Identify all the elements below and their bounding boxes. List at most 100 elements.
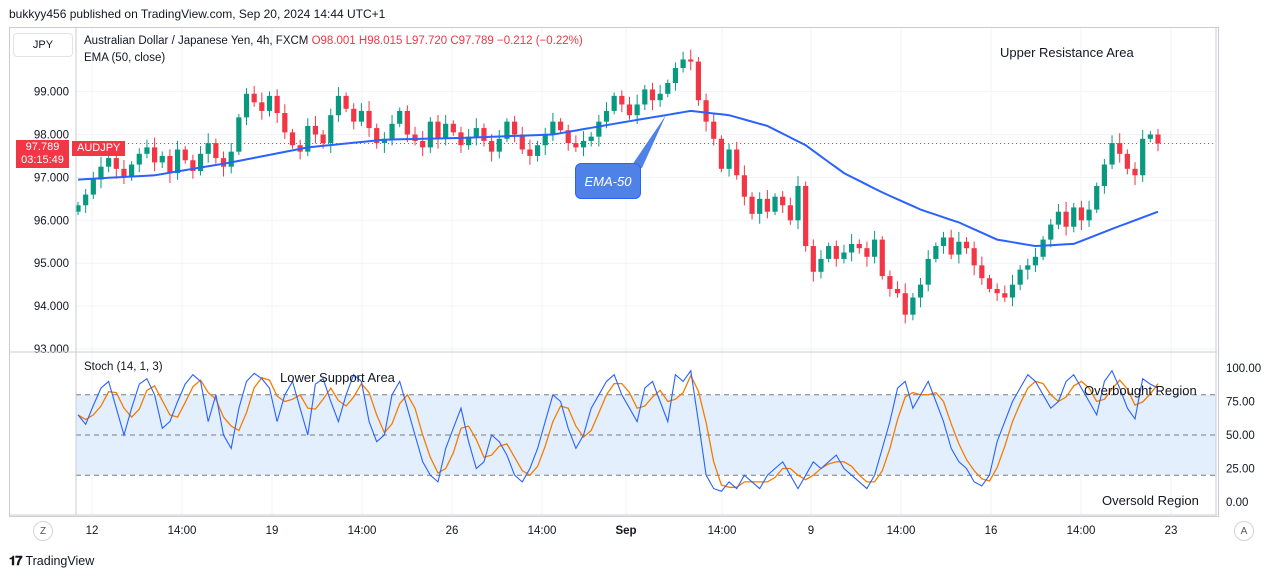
candle-body <box>933 246 939 259</box>
candle <box>894 281 901 298</box>
candle-body <box>856 243 862 249</box>
time-axis-labels: 12 14:00 19 14:00 26 14:00 Sep 14:00 9 14:00 16 14:… <box>86 525 1178 537</box>
candle-body <box>366 110 372 129</box>
currency-button[interactable]: JPY <box>13 33 73 57</box>
candle <box>519 126 525 155</box>
candle-body <box>894 288 901 294</box>
candle-body <box>381 138 387 144</box>
candle <box>1140 130 1146 182</box>
candle <box>358 103 365 127</box>
candle-body <box>580 140 587 148</box>
candle-body <box>121 168 127 178</box>
candle <box>596 114 602 147</box>
candle-body <box>565 130 571 144</box>
price-tick-label: 94.000 <box>34 301 69 313</box>
price-tick-label: 96.000 <box>34 215 69 227</box>
candle <box>121 160 127 185</box>
time-tick-label: 23 <box>1165 525 1178 537</box>
candle <box>197 146 204 176</box>
candle <box>1009 274 1016 307</box>
auto-scale-button[interactable]: A <box>1234 521 1254 541</box>
candle <box>580 131 587 157</box>
candle <box>1124 149 1130 175</box>
candle <box>1147 131 1153 143</box>
candle <box>1040 236 1046 261</box>
candle-body <box>213 143 219 159</box>
candle-body <box>144 147 150 154</box>
candle-body <box>243 93 250 118</box>
candle <box>1155 128 1161 152</box>
zoom-button[interactable]: Z <box>33 521 53 541</box>
candle-body <box>695 61 702 101</box>
candle-body <box>205 143 211 154</box>
candle-body <box>1140 138 1146 176</box>
candle <box>328 108 334 153</box>
candle-body <box>1094 185 1100 210</box>
candle <box>879 236 885 280</box>
candle <box>557 118 564 134</box>
candle <box>1086 200 1092 227</box>
candle-body <box>588 136 594 141</box>
candle <box>803 181 809 252</box>
candle-body <box>1071 207 1077 227</box>
overbought-label: Overbought Region <box>1084 383 1197 398</box>
candle-body <box>757 198 763 214</box>
candle <box>542 127 548 156</box>
candle <box>1002 285 1008 303</box>
candle-body <box>764 198 770 212</box>
candle <box>864 241 870 267</box>
candle-body <box>351 108 357 122</box>
candle <box>420 131 426 157</box>
candle <box>1109 135 1115 170</box>
candle <box>780 191 786 214</box>
candle-body <box>1032 256 1039 266</box>
tradingview-logo-icon: 𝟏𝟕 <box>9 553 23 568</box>
candle <box>182 146 188 164</box>
candle-body <box>963 241 970 249</box>
candle-body <box>994 288 1000 294</box>
candle-body <box>1002 293 1008 298</box>
candle-body <box>849 243 855 253</box>
symbol-title: Australian Dollar / Japanese Yen, 4h, FX… <box>84 35 309 47</box>
candle <box>1055 204 1062 230</box>
candle <box>626 96 633 120</box>
candle-body <box>887 276 893 289</box>
candle-body <box>534 145 541 156</box>
candle <box>534 140 541 162</box>
candle-body <box>1117 143 1123 154</box>
candle-body <box>634 104 640 116</box>
candle <box>795 176 801 230</box>
candle <box>1117 133 1123 163</box>
candle <box>933 242 939 263</box>
stoch-legend[interactable]: Stoch (14, 1, 3) <box>84 361 163 373</box>
candle-body <box>772 196 778 212</box>
candle-body <box>619 95 625 105</box>
candle-body <box>826 246 832 259</box>
candle-body <box>1086 209 1092 221</box>
candle-body <box>289 132 296 146</box>
candle <box>312 116 319 144</box>
candle-body <box>956 241 962 255</box>
candle <box>1078 200 1085 231</box>
candle <box>550 112 556 142</box>
bar-countdown: 03:15:49 <box>21 154 64 166</box>
candle <box>1017 265 1023 291</box>
candle <box>1063 201 1069 236</box>
candle <box>910 293 916 321</box>
candle-body <box>672 68 679 84</box>
candle <box>466 128 472 150</box>
candle <box>772 193 778 216</box>
candle-body <box>236 117 242 152</box>
candle <box>726 143 732 177</box>
candle <box>458 126 464 153</box>
candle <box>259 92 265 120</box>
candle-body <box>557 121 564 131</box>
ema-callout-pointer <box>630 115 666 168</box>
candle-body <box>649 89 656 101</box>
candle <box>573 135 579 152</box>
candle-body <box>151 147 158 163</box>
ema-legend[interactable]: EMA (50, close) <box>84 52 166 64</box>
candle <box>994 283 1000 301</box>
candle-body <box>527 149 533 156</box>
